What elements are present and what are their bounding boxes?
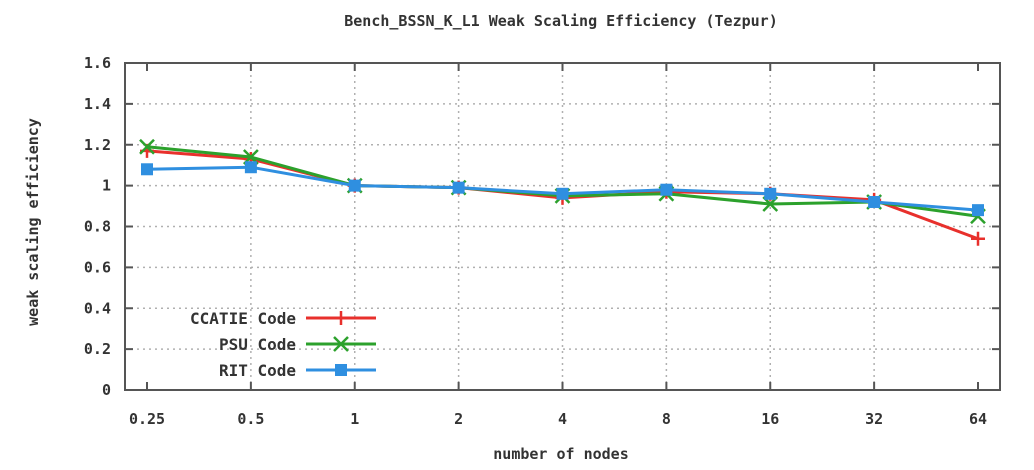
y-tick-label: 1.6: [84, 54, 111, 72]
chart-title: Bench_BSSN_K_L1 Weak Scaling Efficiency …: [344, 12, 777, 30]
legend-label: PSU Code: [219, 335, 296, 354]
data-point: [556, 187, 569, 200]
data-point: [660, 183, 673, 196]
grid: [125, 63, 1000, 390]
legend: CCATIE Code PSU Code RIT Code: [190, 309, 376, 380]
x-axis-label: number of nodes: [493, 445, 628, 463]
legend-marker: [333, 336, 349, 352]
data-point: [971, 231, 985, 246]
y-tick-label: 0.8: [84, 218, 111, 236]
x-tick-label: 8: [662, 410, 671, 428]
x-tick-label: 1: [350, 410, 359, 428]
legend-marker: [334, 311, 348, 325]
data-point: [244, 161, 257, 174]
x-tick-label: 0.5: [237, 410, 264, 428]
y-tick-label: 0: [102, 381, 111, 399]
x-tick-label: 32: [865, 410, 883, 428]
data-point: [868, 195, 881, 208]
axes: 0 0.2 0.4 0.6 0.8 1 1.2 1.4 1.6 0.25 0.5 1 2 4 8 16 32 64: [84, 54, 1000, 428]
y-tick-label: 1.4: [84, 95, 111, 113]
series-group: [139, 138, 986, 225]
data-point: [452, 181, 465, 194]
y-tick-label: 0.2: [84, 340, 111, 358]
series-group: [141, 161, 984, 217]
data-point: [972, 204, 984, 217]
x-tick-label: 2: [454, 410, 463, 428]
y-tick-label: 0.6: [84, 258, 111, 276]
y-axis-label: weak scaling efficiency: [24, 118, 42, 326]
y-tick-label: 0.4: [84, 299, 111, 317]
x-tick-label: 4: [558, 410, 567, 428]
data-point: [141, 163, 153, 176]
x-tick-label: 0.25: [129, 410, 165, 428]
x-tick-label: 16: [761, 410, 779, 428]
series: [139, 138, 986, 246]
y-tick-label: 1: [102, 177, 111, 195]
legend-marker: [335, 364, 347, 376]
series-line: [146, 145, 979, 218]
x-tick-label: 64: [969, 410, 987, 428]
y-tick-label: 1.2: [84, 136, 111, 154]
data-point: [139, 138, 155, 155]
data-point: [764, 187, 777, 200]
data-point: [348, 179, 361, 192]
legend-label: CCATIE Code: [190, 309, 296, 328]
legend-label: RIT Code: [219, 361, 296, 380]
